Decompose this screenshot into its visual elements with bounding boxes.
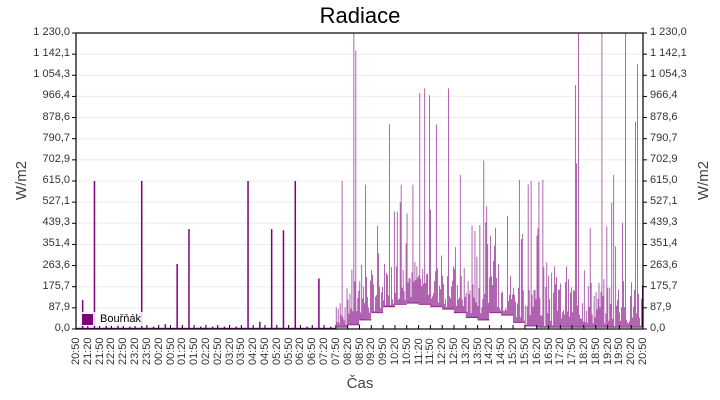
x-tick-label: 02:20	[199, 337, 212, 365]
x-tick-label: 19:50	[613, 337, 626, 365]
x-tick-label: 20:50	[637, 337, 649, 365]
y-tick-label: 615,0	[42, 174, 70, 186]
x-tick-label: 14:50	[495, 337, 508, 365]
x-tick-label: 09:20	[365, 337, 378, 365]
y-tick-label: 527,1	[42, 195, 70, 208]
x-tick-label: 18:20	[577, 337, 590, 365]
x-tick-label: 08:50	[353, 337, 366, 365]
legend-label: Bouřňák	[100, 313, 141, 325]
x-tick-label: 12:50	[448, 337, 460, 365]
x-tick-label: 13:50	[471, 337, 484, 365]
x-tick-label: 05:50	[282, 337, 295, 365]
y-tick-label: 439,3	[42, 216, 70, 229]
x-tick-label: 13:20	[459, 337, 472, 365]
x-tick-label: 01:50	[188, 337, 201, 365]
y-tick-label-right: 966,4	[650, 89, 678, 102]
y-tick-label: 263,6	[42, 258, 70, 271]
x-tick-label: 11:50	[424, 338, 437, 365]
x-tick-label: 22:20	[105, 337, 118, 365]
x-tick-label: 17:50	[566, 337, 579, 365]
x-tick-label: 12:20	[436, 337, 449, 365]
legend-swatch	[82, 313, 93, 325]
y-tick-label: 0,0	[54, 322, 70, 334]
y-tick-label: 966,4	[42, 89, 70, 102]
y-tick-label-right: 175,7	[650, 279, 678, 292]
x-tick-label: 21:50	[93, 337, 106, 365]
x-tick-label: 18:50	[589, 337, 602, 365]
x-tick-label: 07:20	[318, 337, 331, 365]
y-tick-label: 87,9	[48, 300, 70, 313]
y-tick-label-right: 702,9	[650, 152, 678, 165]
x-tick-label: 23:20	[129, 337, 142, 365]
x-tick-label: 00:20	[152, 337, 165, 365]
x-tick-label: 17:20	[554, 337, 567, 365]
y-tick-label-right: 615,0	[650, 174, 678, 186]
y-tick-label-right: 878,6	[650, 110, 678, 123]
y-axis-label-left: W/m2	[13, 160, 31, 201]
x-tick-label: 10:50	[400, 337, 413, 365]
x-tick-label: 09:50	[377, 337, 390, 365]
x-tick-label: 23:50	[140, 337, 153, 365]
y-tick-label: 702,9	[42, 152, 70, 165]
x-tick-label: 19:20	[601, 337, 614, 365]
x-tick-label: 21:20	[81, 337, 94, 365]
y-tick-label-right: 0,0	[650, 322, 666, 334]
y-tick-label-right: 1 142,1	[650, 47, 687, 60]
x-tick-label: 14:20	[483, 337, 496, 365]
x-tick-label: 07:50	[329, 337, 342, 365]
x-tick-label: 15:20	[507, 337, 520, 365]
y-tick-label: 1 054,3	[33, 68, 70, 81]
y-tick-label-right: 527,1	[650, 195, 678, 208]
y-tick-label: 1 142,1	[33, 47, 70, 60]
x-tick-label: 16:20	[530, 337, 543, 365]
x-axis-label: Čas	[346, 375, 374, 392]
y-tick-label: 351,4	[42, 237, 70, 250]
legend: Bouřňák	[80, 312, 143, 326]
y-tick-label: 175,7	[42, 279, 70, 292]
x-tick-label: 03:50	[235, 337, 248, 365]
x-tick-label: 04:20	[247, 337, 260, 365]
x-tick-label: 00:50	[164, 337, 177, 365]
x-tick-label: 20:20	[625, 337, 638, 365]
y-tick-label-right: 263,6	[650, 258, 678, 271]
x-tick-label: 15:50	[518, 337, 531, 365]
y-tick-label: 790,7	[42, 131, 70, 144]
chart-title: Radiace	[319, 3, 401, 28]
x-tick-label: 10:20	[388, 337, 401, 365]
x-tick-label: 06:20	[294, 337, 307, 365]
y-tick-label-right: 351,4	[650, 237, 678, 250]
y-axis-label-right: W/m2	[695, 160, 713, 201]
x-tick-label: 08:20	[341, 337, 354, 365]
x-tick-label: 11:20	[412, 338, 425, 365]
x-tick-label: 20:50	[70, 337, 82, 365]
y-tick-label-right: 790,7	[650, 131, 678, 144]
y-tick-label-right: 87,9	[650, 300, 672, 313]
x-tick-label: 05:20	[270, 337, 283, 365]
x-tick-label: 06:50	[306, 337, 319, 365]
x-tick-label: 02:50	[211, 337, 224, 365]
x-tick-label: 16:50	[542, 337, 555, 365]
y-tick-label: 878,6	[42, 110, 70, 123]
x-tick-label: 01:20	[176, 337, 189, 365]
y-tick-label-right: 1 230,0	[650, 26, 687, 38]
x-tick-label: 22:50	[117, 337, 130, 365]
y-tick-label-right: 1 054,3	[650, 68, 687, 81]
x-tick-label: 03:20	[223, 337, 236, 365]
x-tick-label: 04:50	[259, 337, 271, 365]
y-tick-label-right: 439,3	[650, 216, 678, 229]
y-tick-label: 1 230,0	[33, 26, 70, 38]
